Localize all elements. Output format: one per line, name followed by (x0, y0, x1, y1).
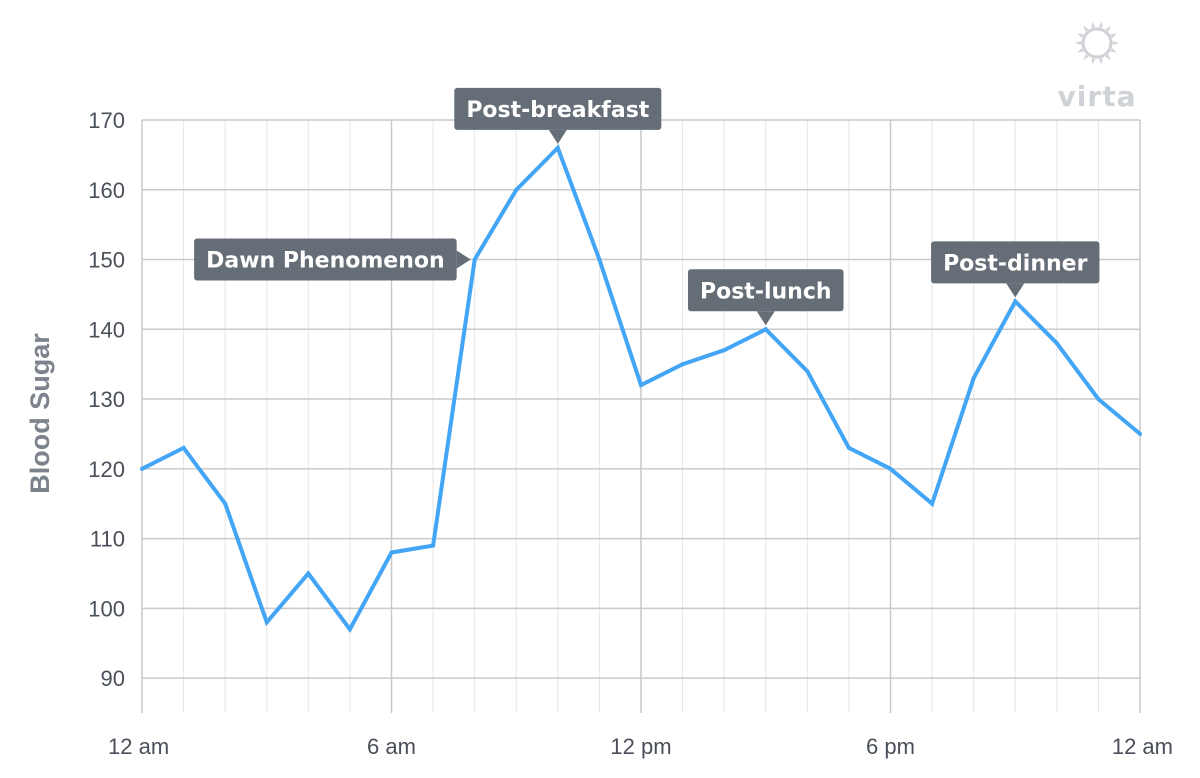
annotation-callout: Dawn Phenomenon (194, 238, 471, 281)
minor-gridlines (183, 120, 1099, 713)
annotation-pointer (548, 129, 567, 144)
x-tick-label: 12 am (1112, 734, 1173, 759)
sun-ray (1105, 54, 1111, 61)
y-tick-label: 130 (88, 387, 125, 412)
data-point (431, 543, 436, 548)
data-point (846, 445, 851, 450)
annotation-label: Post-dinner (943, 251, 1088, 276)
y-tick-label: 120 (88, 457, 125, 482)
annotation-callout: Post-dinner (931, 241, 1100, 298)
sun-ray (1091, 58, 1096, 65)
annotation-pointer (756, 311, 775, 326)
y-tick-label: 140 (88, 317, 125, 342)
sun-ray (1083, 25, 1089, 32)
data-point (639, 383, 643, 388)
sun-ray (1110, 33, 1117, 38)
brand-logo: virta (1058, 21, 1137, 113)
sun-ray (1112, 41, 1119, 45)
y-tick-label: 100 (88, 596, 125, 621)
sun-ray (1077, 33, 1084, 38)
y-tick-label: 170 (88, 108, 125, 133)
annotation-label: Dawn Phenomenon (206, 249, 445, 274)
y-tick-label: 150 (88, 248, 125, 273)
sun-core (1081, 27, 1113, 59)
data-point (347, 627, 352, 632)
y-tick-label: 90 (101, 666, 125, 691)
sun-ray (1098, 58, 1103, 65)
annotation-label: Post-breakfast (466, 98, 649, 123)
y-tick-label: 110 (90, 527, 125, 552)
x-axis-ticks: 12 am 6 am 12 pm 6 pm 12 am (108, 734, 1173, 759)
annotation-callout: Post-breakfast (454, 87, 662, 144)
brand-name: virta (1058, 80, 1137, 113)
data-point (223, 501, 228, 506)
x-tick-label: 6 pm (866, 734, 915, 759)
annotation-box (931, 241, 1100, 284)
data-point (140, 466, 144, 471)
sun-ray (1098, 21, 1103, 28)
sun-ray (1077, 48, 1084, 53)
annotation-box (687, 269, 844, 312)
data-point (597, 257, 602, 262)
data-point (1096, 397, 1101, 402)
sun-ray (1091, 21, 1096, 28)
annotation-box (454, 87, 662, 130)
data-point (680, 362, 685, 367)
sun-icon (1075, 21, 1119, 65)
y-axis-ticks: 90 100 110 120 130 140 150 160 170 (88, 108, 125, 691)
data-point (763, 327, 768, 332)
annotation-pointer (456, 250, 471, 269)
annotations-layer: Dawn Phenomenon Post-breakfast Post-lunch P… (194, 87, 1100, 326)
annotation-pointer (1006, 283, 1025, 298)
data-point (1013, 299, 1018, 304)
data-point (514, 187, 519, 192)
sun-ray (1110, 48, 1117, 53)
data-point (555, 145, 560, 150)
sun-ray (1105, 25, 1111, 32)
data-point (722, 348, 727, 353)
data-point (888, 466, 893, 471)
x-tick-label: 6 am (367, 734, 416, 759)
data-point (306, 571, 311, 576)
annotation-callout: Post-lunch (687, 269, 844, 326)
data-point (264, 620, 269, 625)
data-point (181, 445, 186, 450)
series-layer (140, 144, 1142, 634)
major-gridlines (141, 119, 1141, 713)
data-point (971, 376, 976, 381)
data-point (472, 257, 477, 262)
x-tick-label: 12 am (108, 734, 169, 759)
data-point (930, 501, 935, 506)
sun-ray (1075, 41, 1082, 45)
annotation-box (194, 238, 457, 281)
annotation-label: Post-lunch (700, 279, 832, 304)
y-tick-label: 160 (88, 178, 125, 203)
data-point (1054, 341, 1059, 346)
x-tick-label: 12 pm (610, 734, 671, 759)
sun-ray (1083, 54, 1089, 61)
data-point (805, 369, 810, 374)
y-axis-label: Blood Sugar (25, 333, 55, 494)
data-point (1138, 431, 1142, 436)
data-point (389, 550, 394, 555)
